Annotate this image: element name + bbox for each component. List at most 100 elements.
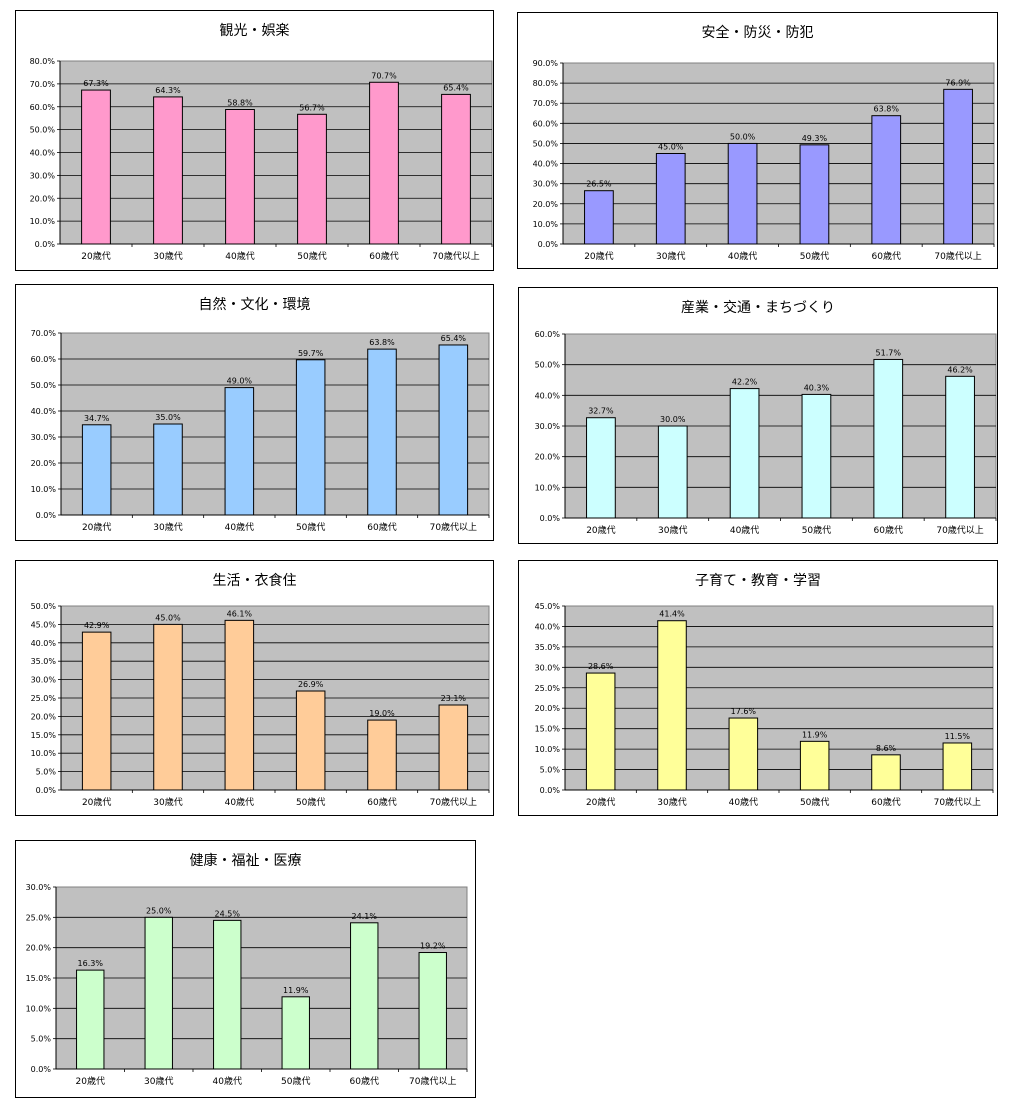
- plot-area: [562, 62, 995, 245]
- y-tick-label: 10.0%: [533, 220, 559, 229]
- bar: [76, 969, 105, 1070]
- plot-area: [564, 605, 994, 791]
- bar: [224, 619, 255, 791]
- x-tick-label: 70歳代以上: [430, 521, 477, 533]
- y-tick-label: 25.0%: [31, 694, 57, 703]
- y-tick-label: 45.0%: [31, 620, 57, 629]
- chart-panel: 健康・福祉・医療 0.0% 5.0% 10.0% 15.0% 20.0% 25.0% 30.0…: [15, 840, 476, 1098]
- x-tick-label: 40歳代: [213, 1075, 242, 1087]
- data-label: 70.7%: [371, 71, 397, 80]
- y-tick-label: 0.0%: [540, 514, 561, 523]
- data-label: 42.2%: [732, 378, 758, 387]
- bar: [801, 393, 832, 519]
- bar: [297, 113, 327, 245]
- y-tick-label: 30.0%: [535, 663, 561, 672]
- x-tick-label: 40歳代: [729, 796, 758, 808]
- bar: [81, 89, 111, 245]
- x-tick-label: 70歳代以上: [934, 796, 981, 808]
- x-tick-label: 20歳代: [82, 796, 111, 808]
- y-tick-label: 40.0%: [31, 639, 57, 648]
- chart-title: 自然・文化・環境: [199, 296, 311, 313]
- bar: [438, 704, 469, 791]
- chart-panel: 安全・防災・防犯 0.0% 10.0% 20.0% 30.0% 40.0% 50.0% 60.…: [517, 12, 998, 269]
- y-tick-label: 5.0%: [540, 766, 561, 775]
- data-label: 59.7%: [298, 349, 324, 358]
- chart-title: 生活・衣食住: [213, 572, 297, 589]
- bar: [799, 144, 830, 245]
- y-tick-label: 50.0%: [535, 361, 561, 370]
- x-tick-label: 30歳代: [153, 796, 182, 808]
- data-label: 11.9%: [802, 730, 828, 739]
- bar: [295, 359, 326, 516]
- y-tick-label: 10.0%: [31, 749, 57, 758]
- x-tick-label: 30歳代: [153, 250, 182, 262]
- x-tick-label: 60歳代: [369, 250, 398, 262]
- y-tick-label: 40.0%: [533, 160, 559, 169]
- y-tick-label: 30.0%: [30, 171, 56, 180]
- x-tick-label: 20歳代: [76, 1075, 105, 1087]
- bar-chart: 安全・防災・防犯 0.0% 10.0% 20.0% 30.0% 40.0% 50.0% 60.…: [533, 24, 995, 262]
- y-tick-label: 10.0%: [30, 217, 56, 226]
- bar: [942, 742, 973, 791]
- bar: [213, 919, 242, 1070]
- data-label: 41.4%: [659, 610, 685, 619]
- y-tick-label: 50.0%: [31, 381, 57, 390]
- y-tick-label: 10.0%: [535, 745, 561, 754]
- x-tick-label: 60歳代: [367, 521, 396, 533]
- y-tick-label: 80.0%: [30, 57, 56, 66]
- x-tick-label: 30歳代: [658, 524, 687, 536]
- y-tick-label: 20.0%: [535, 453, 561, 462]
- x-tick-label: 40歳代: [225, 521, 254, 533]
- data-label: 34.7%: [84, 414, 110, 423]
- data-label: 49.3%: [802, 134, 828, 143]
- data-label: 19.2%: [420, 942, 446, 951]
- y-tick-label: 20.0%: [533, 200, 559, 209]
- y-tick-label: 15.0%: [31, 731, 57, 740]
- y-tick-label: 90.0%: [533, 59, 559, 68]
- bar: [586, 417, 616, 519]
- data-label: 11.9%: [283, 986, 309, 995]
- chart-panel: 観光・娯楽 0.0% 10.0% 20.0% 30.0% 40.0% 50.0% 60.0% 7…: [15, 10, 494, 271]
- data-label: 17.6%: [731, 707, 757, 716]
- y-tick-label: 0.0%: [31, 1065, 52, 1074]
- bar: [799, 740, 830, 791]
- data-label: 24.1%: [352, 912, 378, 921]
- bar: [871, 115, 902, 245]
- data-label: 46.1%: [227, 609, 253, 618]
- data-label: 50.0%: [730, 132, 756, 141]
- bar: [153, 623, 183, 791]
- y-tick-label: 5.0%: [31, 1035, 52, 1044]
- data-label: 46.2%: [947, 365, 973, 374]
- y-tick-label: 60.0%: [30, 103, 56, 112]
- y-tick-label: 30.0%: [31, 433, 57, 442]
- bar: [367, 719, 397, 791]
- x-tick-label: 70歳代以上: [430, 796, 477, 808]
- bar: [350, 922, 379, 1070]
- data-label: 58.8%: [227, 98, 253, 107]
- x-tick-label: 30歳代: [153, 521, 182, 533]
- bar: [943, 88, 973, 245]
- y-tick-label: 50.0%: [533, 139, 559, 148]
- y-tick-label: 0.0%: [36, 786, 57, 795]
- bar: [153, 96, 183, 245]
- x-tick-label: 50歳代: [800, 796, 829, 808]
- bar-chart: 自然・文化・環境 0.0% 10.0% 20.0% 30.0% 40.0% 50.0% 60.…: [31, 296, 490, 533]
- chart-title: 健康・福祉・医療: [190, 852, 302, 869]
- y-tick-label: 35.0%: [31, 657, 57, 666]
- y-tick-label: 50.0%: [31, 602, 57, 611]
- x-tick-label: 40歳代: [728, 250, 757, 262]
- x-tick-label: 50歳代: [296, 521, 325, 533]
- y-tick-label: 15.0%: [26, 974, 52, 983]
- x-tick-label: 60歳代: [871, 796, 900, 808]
- y-tick-label: 60.0%: [533, 119, 559, 128]
- x-tick-label: 70歳代以上: [934, 250, 981, 262]
- bar: [281, 996, 310, 1070]
- x-tick-label: 50歳代: [802, 524, 831, 536]
- data-label: 16.3%: [78, 959, 104, 968]
- bar: [657, 425, 688, 519]
- bar: [657, 620, 687, 791]
- bar: [728, 717, 759, 791]
- y-tick-label: 40.0%: [31, 407, 57, 416]
- data-label: 63.8%: [874, 105, 900, 114]
- bar-chart: 健康・福祉・医療 0.0% 5.0% 10.0% 15.0% 20.0% 25.0% 30.0…: [26, 852, 468, 1087]
